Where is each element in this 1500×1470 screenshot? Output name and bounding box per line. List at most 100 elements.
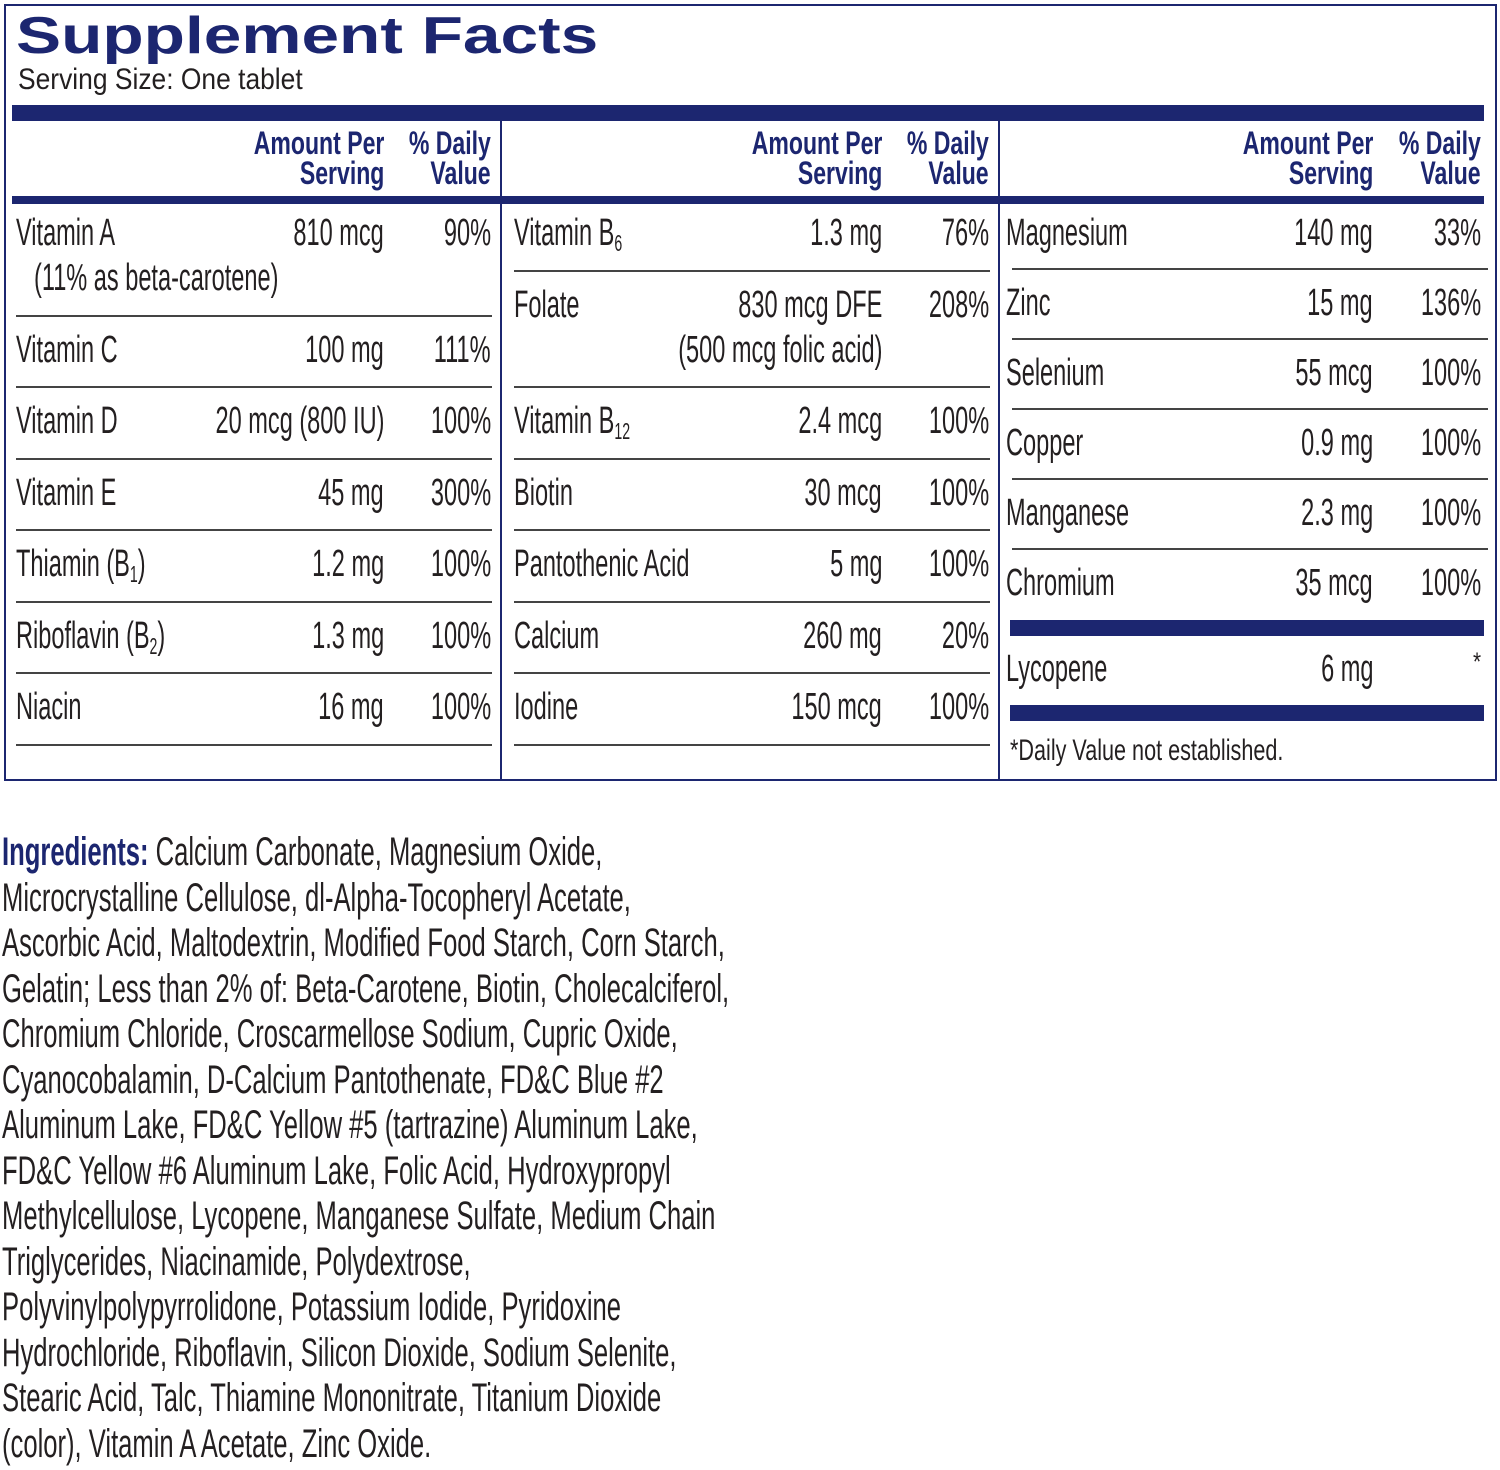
daily-value: 76% bbox=[941, 212, 989, 255]
row-rule bbox=[514, 672, 990, 674]
amount: 2.3 mg bbox=[1300, 492, 1373, 535]
subscript: 2 bbox=[149, 632, 158, 659]
ingredients-text: Calcium Carbonate, Magnesium Oxide, bbox=[148, 830, 603, 874]
ingredients-line: Cyanocobalamin, D-Calcium Pantothenate, … bbox=[2, 1057, 664, 1102]
subscript: 6 bbox=[614, 229, 623, 256]
nutrient-name: Vitamin B12 bbox=[514, 399, 630, 445]
amount: 6 mg bbox=[1320, 648, 1373, 691]
row-rule bbox=[514, 386, 990, 388]
name-part: Copper bbox=[1006, 422, 1084, 465]
subscript: 1 bbox=[129, 560, 138, 587]
row-rule bbox=[16, 386, 492, 388]
amount: 15 mg bbox=[1307, 282, 1373, 325]
nutrient-name: Vitamin E bbox=[16, 471, 116, 517]
row-rule bbox=[1012, 548, 1488, 550]
nutrient-name: Vitamin A bbox=[16, 211, 115, 257]
nutrient-name: Niacin bbox=[16, 685, 81, 731]
amount: 140 mg bbox=[1294, 212, 1373, 255]
name-part: ) bbox=[157, 614, 166, 657]
name-part: Biotin bbox=[514, 471, 573, 514]
column-header: Amount Per bbox=[253, 124, 384, 161]
nutrient-name: Selenium bbox=[1006, 351, 1104, 397]
amount-note: (500 mcg folic acid) bbox=[677, 328, 882, 371]
nutrient-note: (11% as beta-carotene) bbox=[34, 257, 279, 300]
column-header: Serving bbox=[797, 154, 882, 191]
nutrient-name: Vitamin D bbox=[16, 399, 118, 445]
amount: 20 mcg (800 IU) bbox=[215, 400, 384, 443]
row-rule bbox=[514, 457, 990, 460]
nutrient-name: Vitamin B6 bbox=[514, 211, 622, 257]
nutrient-name: Riboflavin (B2) bbox=[16, 614, 165, 660]
daily-value: 208% bbox=[928, 283, 989, 326]
amount: 1.2 mg bbox=[311, 543, 384, 586]
amount: 260 mg bbox=[803, 614, 882, 657]
column-divider bbox=[500, 121, 502, 779]
row-rule bbox=[16, 314, 492, 317]
column-header: Serving bbox=[299, 154, 384, 191]
daily-value: 100% bbox=[928, 686, 989, 729]
nutrient-name: Zinc bbox=[1006, 281, 1051, 327]
ingredients-line: Aluminum Lake, FD&C Yellow #5 (tartrazin… bbox=[2, 1103, 698, 1147]
nutrient-name: Manganese bbox=[1006, 491, 1129, 537]
ingredients-line: Methylcellulose, Lycopene, Manganese Sul… bbox=[2, 1194, 716, 1238]
column-header: Value bbox=[1420, 154, 1481, 191]
amount: 16 mg bbox=[318, 686, 384, 729]
subscript: 12 bbox=[614, 417, 631, 444]
nutrient-name: Iodine bbox=[514, 685, 578, 731]
column-header: Value bbox=[430, 154, 491, 191]
amount: 45 mg bbox=[318, 471, 384, 514]
facts-box bbox=[4, 4, 1497, 781]
daily-value: 100% bbox=[928, 400, 989, 443]
column-header: % Daily bbox=[1399, 124, 1481, 161]
amount: 0.9 mg bbox=[1300, 422, 1373, 465]
column-header: Serving bbox=[1288, 154, 1373, 191]
column-header: Amount Per bbox=[751, 124, 882, 161]
name-part: Manganese bbox=[1006, 492, 1130, 535]
name-part: Magnesium bbox=[1006, 212, 1128, 255]
row-rule bbox=[514, 743, 990, 746]
column-header: Amount Per bbox=[1242, 124, 1373, 161]
name-part: Folate bbox=[514, 283, 580, 326]
ingredients-line: Polyvinylpolypyrrolidone, Potassium Iodi… bbox=[2, 1285, 621, 1329]
amount: 1.3 mg bbox=[809, 212, 882, 255]
name-part: Vitamin B bbox=[514, 212, 615, 255]
ingredients-line: Gelatin; Less than 2% of: Beta-Carotene,… bbox=[2, 966, 730, 1011]
daily-value: 100% bbox=[430, 543, 491, 586]
row-rule bbox=[514, 600, 990, 603]
name-part: Niacin bbox=[16, 686, 82, 729]
row-rule bbox=[1012, 268, 1488, 270]
amount: 150 mcg bbox=[791, 686, 882, 729]
nutrient-name: Magnesium bbox=[1006, 211, 1128, 257]
ingredients-line: Triglycerides, Niacinamide, Polydextrose… bbox=[2, 1239, 471, 1284]
row-rule bbox=[1012, 408, 1488, 410]
daily-value: 100% bbox=[1420, 352, 1481, 395]
daily-value: * bbox=[1472, 646, 1481, 677]
nutrient-name: Chromium bbox=[1006, 561, 1115, 607]
ingredients-line: Ascorbic Acid, Maltodextrin, Modified Fo… bbox=[2, 921, 725, 965]
name-part: Vitamin D bbox=[16, 400, 118, 443]
nutrient-name: Vitamin C bbox=[16, 328, 118, 374]
footnote: *Daily Value not established. bbox=[1010, 734, 1284, 767]
header-bar bbox=[12, 196, 1484, 204]
daily-value: 100% bbox=[928, 543, 989, 586]
row-rule bbox=[1012, 478, 1488, 480]
daily-value: 111% bbox=[434, 328, 491, 371]
daily-value: 100% bbox=[430, 400, 491, 443]
title: Supplement Facts bbox=[16, 6, 599, 65]
ingredients-line: FD&C Yellow #6 Aluminum Lake, Folic Acid… bbox=[2, 1148, 671, 1193]
name-part: Iodine bbox=[514, 686, 579, 729]
name-part: Thiamin (B bbox=[16, 543, 130, 586]
name-part: Selenium bbox=[1006, 352, 1105, 395]
ingredients-line: (color), Vitamin A Acetate, Zinc Oxide. bbox=[2, 1421, 432, 1466]
nutrient-name: Calcium bbox=[514, 614, 599, 660]
daily-value: 90% bbox=[443, 212, 491, 255]
row-rule bbox=[16, 529, 492, 531]
daily-value: 300% bbox=[430, 471, 491, 514]
amount: 1.3 mg bbox=[311, 614, 384, 657]
amount: 100 mg bbox=[305, 328, 384, 371]
name-part: Chromium bbox=[1006, 562, 1115, 605]
nutrient-name: Copper bbox=[1006, 421, 1083, 467]
ingredients-line: Chromium Chloride, Croscarmellose Sodium… bbox=[2, 1012, 678, 1056]
name-part: Pantothenic Acid bbox=[514, 543, 690, 586]
